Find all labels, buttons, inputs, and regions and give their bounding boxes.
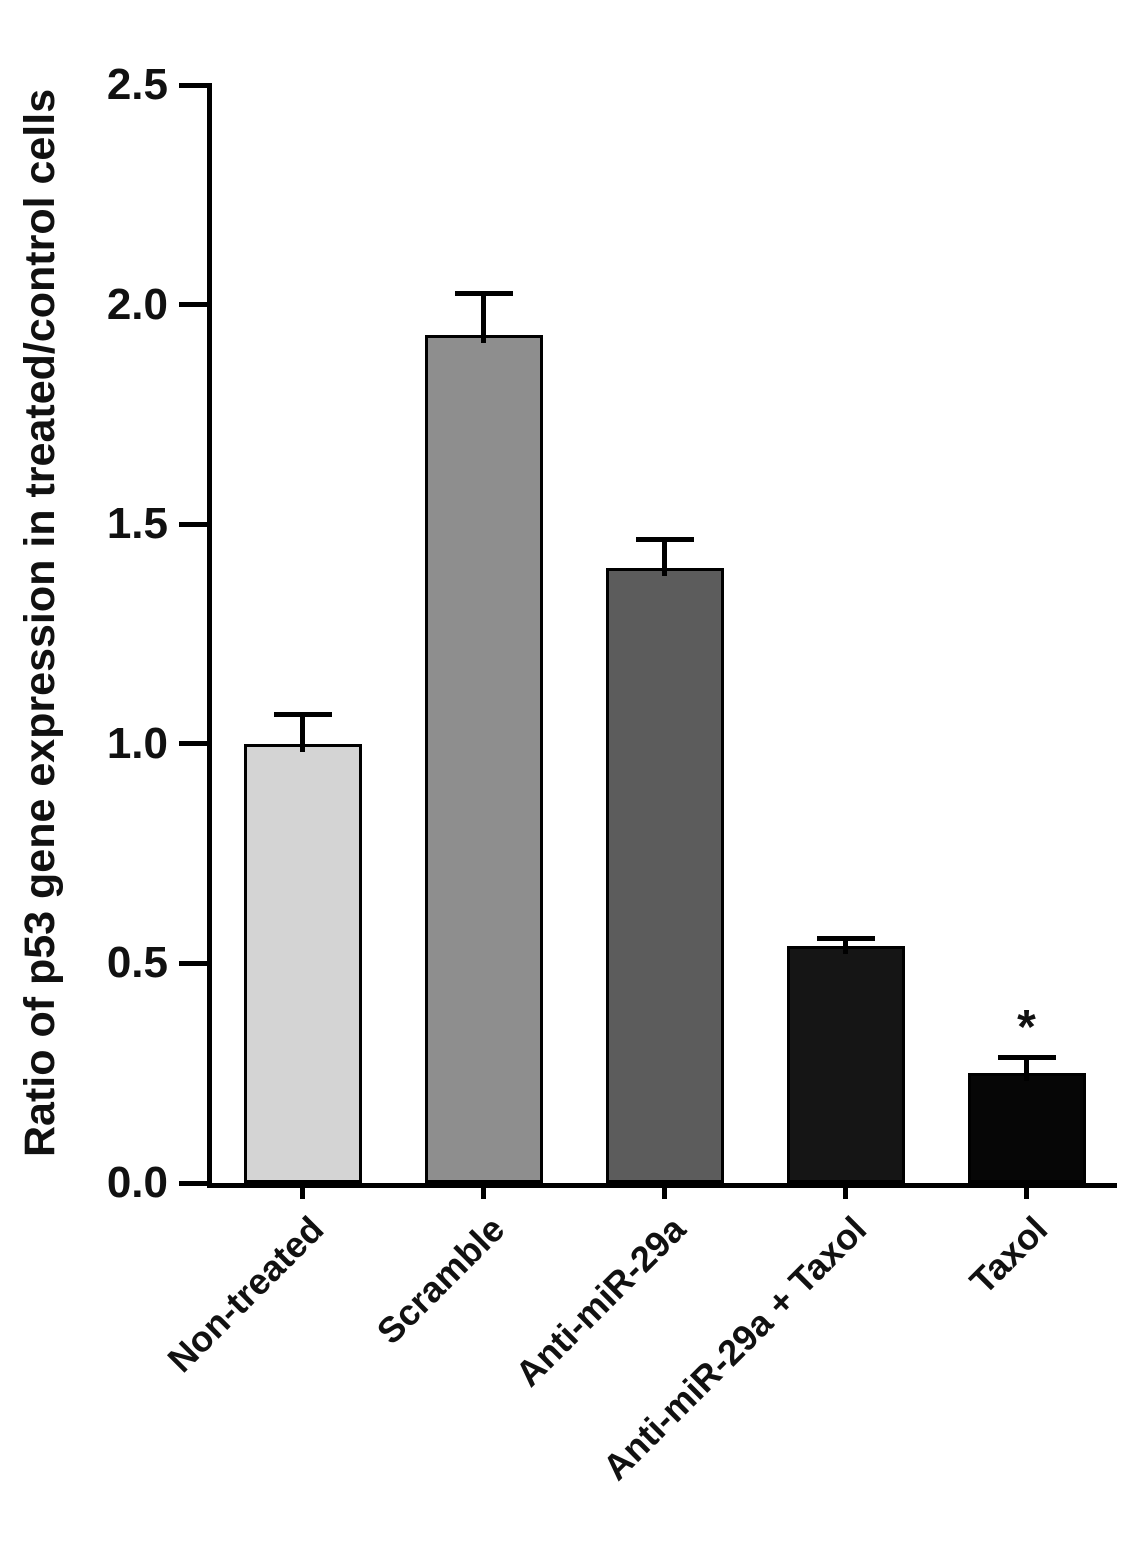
error-bar-cap <box>273 712 332 718</box>
y-axis-line <box>207 83 212 1188</box>
error-bar-cap <box>816 936 875 942</box>
y-tick-label: 2.5 <box>106 60 168 109</box>
error-bar-line <box>481 295 486 344</box>
x-axis-category-label: Anti-miR-29a <box>506 1208 693 1395</box>
y-axis-title: Ratio of p53 gene expression in treated/… <box>16 88 64 1157</box>
x-axis-category-label: Taxol <box>961 1208 1055 1302</box>
bar <box>605 568 724 1183</box>
bar <box>786 945 905 1183</box>
y-tick-label: 0.0 <box>106 1158 168 1207</box>
plot-area: 0.0 0.5 1.0 1.5 2.0 2.5 Non-treated Scramble Ant… <box>107 60 1117 1488</box>
y-tick-label: 1.0 <box>106 718 168 768</box>
y-tick-label: 0.5 <box>106 938 168 988</box>
bar <box>424 335 543 1183</box>
error-bar-line <box>662 541 667 577</box>
y-tick-mark <box>179 960 207 966</box>
error-bar-line <box>300 717 305 752</box>
bar <box>967 1073 1086 1183</box>
y-tick-mark <box>179 741 207 747</box>
y-tick-label: 1.5 <box>106 499 168 549</box>
x-axis-category-label: Anti-miR-29a + Taxol <box>594 1208 874 1488</box>
error-bar-line <box>843 941 848 954</box>
error-bar-cap <box>997 1055 1056 1061</box>
y-tick-mark <box>179 82 207 88</box>
y-tick-mark <box>179 521 207 527</box>
y-tick-mark <box>179 1180 207 1186</box>
error-bar-line <box>1024 1060 1029 1082</box>
y-tick-mark <box>179 302 207 308</box>
x-tick-mark <box>1024 1183 1029 1199</box>
x-tick-mark <box>481 1183 486 1199</box>
x-tick-mark <box>843 1183 848 1199</box>
x-tick-mark <box>662 1183 667 1199</box>
x-axis-category-label: Non-treated <box>158 1208 331 1381</box>
error-bar-cap <box>454 290 513 296</box>
x-tick-mark <box>300 1183 305 1199</box>
error-bar-cap <box>635 536 694 542</box>
bar <box>243 743 362 1183</box>
significance-asterisk: * <box>1017 1001 1036 1055</box>
x-axis-category-label: Scramble <box>368 1208 512 1352</box>
y-tick-label: 2.0 <box>106 279 168 329</box>
